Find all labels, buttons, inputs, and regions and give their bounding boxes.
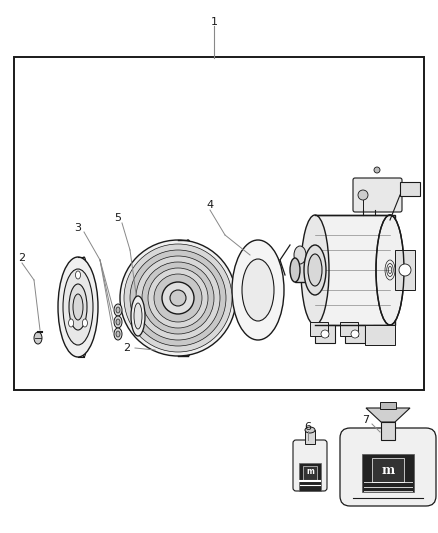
Ellipse shape [58, 257, 98, 357]
Circle shape [379, 330, 387, 338]
Ellipse shape [294, 246, 306, 264]
Ellipse shape [242, 259, 274, 321]
Ellipse shape [134, 303, 142, 329]
Ellipse shape [181, 240, 195, 356]
Text: 3: 3 [74, 223, 81, 233]
Text: 4: 4 [206, 200, 214, 210]
Text: 1: 1 [211, 17, 218, 27]
Text: 7: 7 [362, 415, 370, 425]
Circle shape [374, 167, 380, 173]
Bar [380, 402, 396, 409]
Ellipse shape [75, 271, 81, 279]
Circle shape [162, 282, 194, 314]
FancyBboxPatch shape [353, 178, 402, 212]
Ellipse shape [116, 331, 120, 337]
Circle shape [351, 330, 359, 338]
Bar [295, 258, 320, 282]
Text: 2: 2 [124, 343, 131, 353]
Ellipse shape [290, 258, 300, 282]
Bar [362, 454, 414, 492]
Bar [345, 325, 365, 343]
Circle shape [130, 250, 226, 346]
Bar [400, 182, 420, 196]
Bar [381, 422, 395, 440]
Ellipse shape [308, 254, 322, 286]
Bar [340, 322, 358, 336]
FancyBboxPatch shape [293, 440, 327, 491]
Circle shape [142, 262, 214, 334]
Ellipse shape [69, 284, 87, 330]
Ellipse shape [34, 332, 42, 344]
Bar [372, 458, 404, 482]
Circle shape [124, 244, 232, 352]
FancyBboxPatch shape [340, 428, 436, 506]
Ellipse shape [116, 307, 120, 313]
Ellipse shape [301, 215, 329, 325]
Ellipse shape [131, 296, 145, 336]
Circle shape [399, 264, 411, 276]
Ellipse shape [304, 245, 326, 295]
Ellipse shape [63, 269, 93, 345]
Polygon shape [366, 408, 410, 422]
Text: 6: 6 [304, 422, 311, 432]
Bar [299, 463, 321, 491]
Bar [395, 250, 415, 290]
Circle shape [136, 256, 220, 340]
Ellipse shape [376, 215, 404, 325]
Ellipse shape [114, 304, 122, 316]
Text: m: m [381, 464, 395, 477]
Ellipse shape [80, 257, 88, 357]
Circle shape [120, 240, 236, 356]
Text: 5: 5 [114, 213, 121, 223]
Ellipse shape [114, 316, 122, 328]
Ellipse shape [305, 427, 315, 433]
Bar [365, 325, 395, 345]
Ellipse shape [114, 328, 122, 340]
Ellipse shape [232, 240, 284, 340]
Text: m: m [306, 467, 314, 477]
Bar [14, 57, 424, 390]
Bar [310, 322, 328, 336]
Bar [305, 430, 315, 444]
Ellipse shape [116, 319, 120, 325]
Circle shape [321, 330, 329, 338]
Circle shape [358, 190, 368, 200]
Circle shape [154, 274, 202, 322]
Circle shape [170, 290, 186, 306]
Text: 2: 2 [18, 253, 25, 263]
Ellipse shape [69, 319, 74, 327]
Bar [303, 466, 317, 480]
Bar [373, 325, 393, 343]
Ellipse shape [73, 294, 83, 320]
Bar [315, 325, 335, 343]
Ellipse shape [82, 319, 88, 327]
Circle shape [148, 268, 208, 328]
Bar [315, 215, 395, 325]
